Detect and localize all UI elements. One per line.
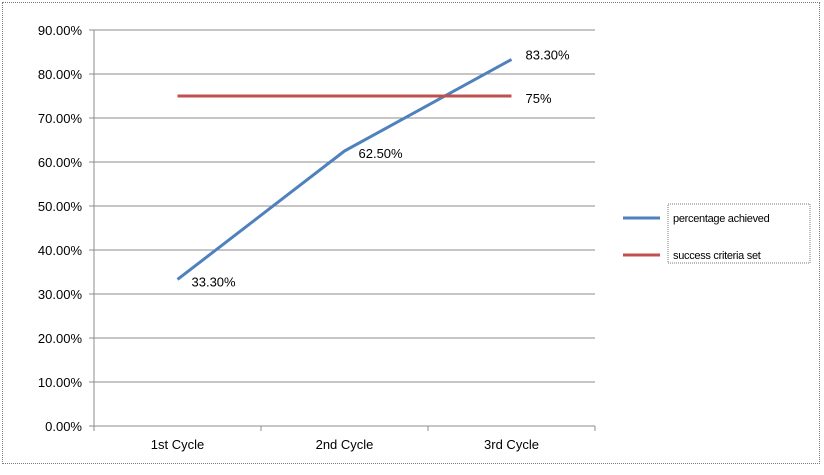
y-tick-label: 60.00% [38, 155, 83, 170]
data-labels: 33.30% 62.50% 83.30% 75% [192, 47, 571, 289]
y-tick-label: 20.00% [38, 331, 83, 346]
x-tick-label: 2nd Cycle [316, 437, 374, 452]
y-tick-label: 70.00% [38, 111, 83, 126]
legend-entry: success criteria set [673, 250, 761, 262]
y-tick-label: 0.00% [45, 419, 82, 434]
data-label: 75% [526, 91, 552, 106]
legend: percentage achieved success criteria set [623, 203, 811, 264]
x-tick-label: 3rd Cycle [484, 437, 539, 452]
axes: 0.00% 10.00% 20.00% 30.00% 40.00% 50.00% 60.00… [38, 23, 596, 452]
series-lines [176, 58, 513, 281]
chart-frame: 0.00% 10.00% 20.00% 30.00% 40.00% 50.00% 60.00… [2, 2, 820, 464]
y-tick-label: 90.00% [38, 23, 83, 38]
y-tick-label: 50.00% [38, 199, 83, 214]
data-label: 33.30% [192, 274, 237, 289]
x-tick-label: 1st Cycle [151, 437, 204, 452]
gridlines [94, 29, 595, 383]
legend-entry: percentage achieved [673, 213, 770, 225]
legend-box [667, 203, 811, 264]
y-tick-label: 10.00% [38, 375, 83, 390]
series-line [176, 58, 513, 281]
line-chart: 0.00% 10.00% 20.00% 30.00% 40.00% 50.00% 60.00… [38, 23, 811, 452]
data-label: 62.50% [359, 146, 404, 161]
data-label: 83.30% [526, 47, 571, 62]
y-tick-label: 40.00% [38, 243, 83, 258]
y-tick-label: 80.00% [38, 67, 83, 82]
y-tick-label: 30.00% [38, 287, 83, 302]
